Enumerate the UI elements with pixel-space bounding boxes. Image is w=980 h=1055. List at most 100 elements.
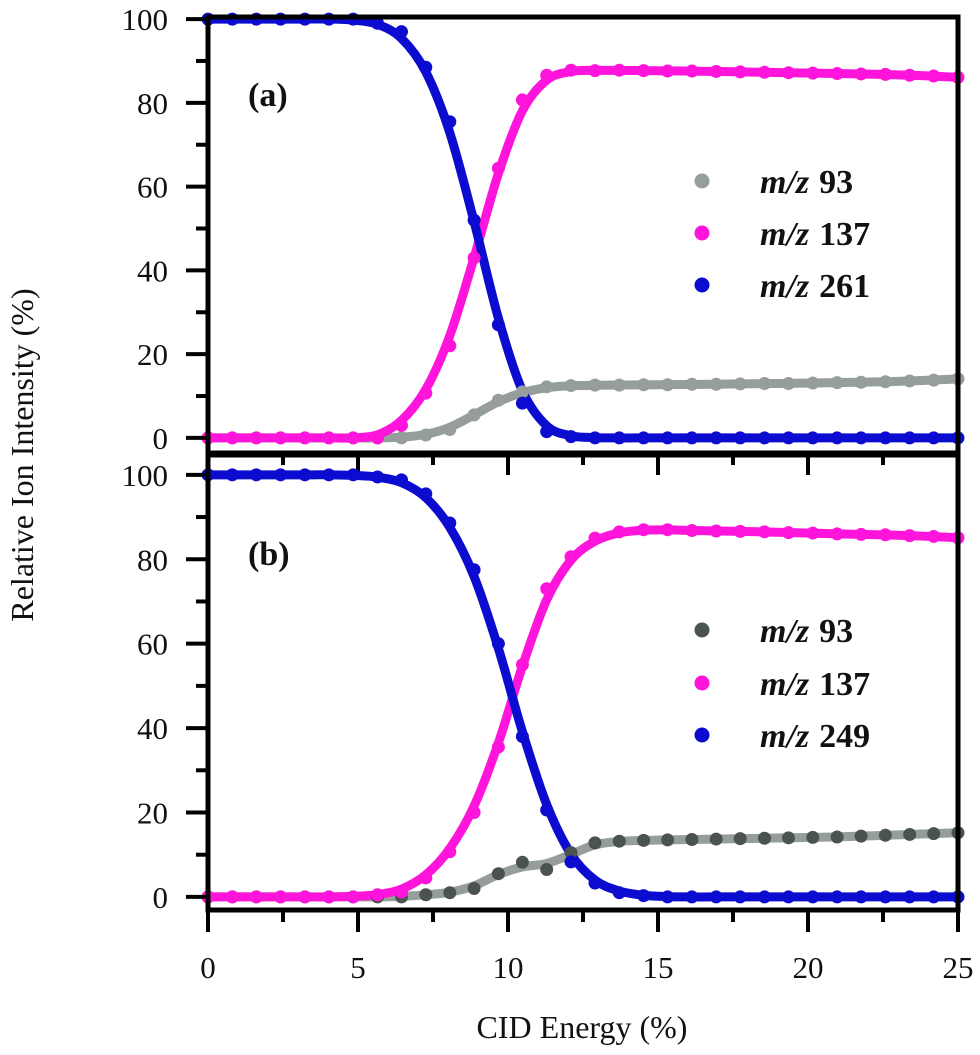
data-point-93 [588, 378, 602, 392]
data-point-137 [322, 431, 336, 445]
legend-mz-label: m/z [760, 268, 810, 305]
data-point-261 [515, 396, 529, 410]
legend-mz-label: m/z [760, 164, 810, 201]
y-tick-label: 0 [153, 880, 169, 915]
data-point-249 [758, 890, 771, 904]
data-point-137 [903, 529, 917, 543]
data-point-261 [612, 431, 626, 445]
data-point-137 [927, 529, 941, 543]
legend-mz-label: m/z [760, 666, 810, 703]
legend-mz-value: 137 [819, 216, 870, 253]
data-point-249 [298, 468, 312, 482]
data-point-249 [637, 889, 651, 903]
data-point-137 [274, 890, 288, 904]
data-point-137 [612, 525, 626, 539]
data-point-137 [878, 528, 892, 542]
data-point-137 [637, 64, 651, 78]
legend-entry: m/z 137 [760, 216, 870, 253]
data-point-261 [661, 431, 675, 445]
data-point-137 [733, 65, 747, 79]
data-point-261 [782, 431, 795, 445]
data-point-93 [830, 376, 844, 390]
data-point-249 [225, 468, 239, 482]
data-point-137 [806, 526, 820, 540]
data-point-249 [540, 803, 554, 817]
x-tick-label: 10 [493, 950, 524, 985]
data-point-261 [830, 431, 844, 445]
legend-marker [694, 727, 710, 743]
data-point-261 [903, 431, 917, 445]
y-tick-label: 20 [137, 337, 168, 372]
data-point-249 [274, 468, 288, 482]
legend-marker [694, 675, 710, 691]
data-point-261 [806, 431, 820, 445]
data-point-93 [637, 833, 651, 847]
data-point-93 [782, 376, 795, 390]
data-point-137 [419, 386, 433, 400]
data-point-249 [249, 468, 263, 482]
legend-marker [694, 225, 710, 241]
data-point-249 [467, 563, 481, 577]
x-axis-title: CID Energy (%) [477, 1009, 688, 1045]
data-point-137 [298, 431, 312, 445]
data-point-137 [395, 418, 408, 432]
data-point-137 [830, 527, 844, 541]
data-point-261 [733, 431, 747, 445]
data-point-137 [878, 67, 892, 81]
y-tick-label: 100 [122, 458, 169, 493]
data-point-93 [758, 831, 771, 845]
data-point-93 [733, 377, 747, 391]
data-point-261 [491, 318, 505, 332]
x-tick-label: 15 [643, 950, 674, 985]
data-point-249 [927, 890, 941, 904]
data-point-137 [395, 885, 408, 899]
data-point-261 [371, 16, 384, 30]
data-point-249 [830, 890, 844, 904]
x-tick-label: 25 [943, 950, 974, 985]
data-point-93 [709, 832, 723, 846]
data-point-93 [443, 886, 457, 900]
data-point-249 [443, 516, 457, 530]
data-point-137 [612, 63, 626, 77]
data-point-93 [419, 428, 433, 442]
data-point-137 [467, 251, 481, 265]
data-point-137 [830, 67, 844, 81]
data-point-261 [588, 431, 602, 445]
data-point-249 [346, 468, 360, 482]
data-point-93 [491, 393, 505, 407]
data-point-261 [637, 431, 651, 445]
data-point-93 [491, 867, 505, 881]
y-tick-label: 40 [137, 253, 168, 288]
data-point-93 [878, 828, 892, 842]
data-point-137 [733, 524, 747, 538]
legend-mz-value: 93 [819, 613, 853, 650]
data-point-137 [515, 93, 529, 107]
data-point-93 [806, 376, 820, 390]
data-point-93 [661, 833, 675, 847]
series-line-137 [203, 525, 963, 902]
data-point-93 [661, 378, 675, 392]
y-axis-title: Relative Ion Intensity (%) [4, 288, 40, 621]
data-point-93 [515, 385, 529, 399]
data-point-137 [661, 64, 675, 78]
panel-label: (b) [248, 536, 290, 573]
data-point-249 [612, 886, 626, 900]
legend-mz-value: 249 [819, 718, 870, 755]
series-line-93 [203, 374, 963, 443]
data-point-93 [903, 374, 917, 388]
data-point-93 [854, 375, 868, 389]
data-point-93 [395, 431, 408, 445]
data-point-137 [419, 871, 433, 885]
data-point-137 [782, 526, 795, 540]
legend-marker [694, 277, 710, 293]
data-point-137 [709, 64, 723, 78]
data-point-261 [878, 431, 892, 445]
data-point-261 [709, 431, 723, 445]
data-point-137 [661, 523, 675, 537]
data-point-93 [806, 830, 820, 844]
y-tick-label: 80 [137, 86, 168, 121]
data-point-93 [612, 378, 626, 392]
data-point-93 [588, 836, 602, 850]
x-tick-label: 0 [200, 950, 216, 985]
data-point-137 [249, 890, 263, 904]
